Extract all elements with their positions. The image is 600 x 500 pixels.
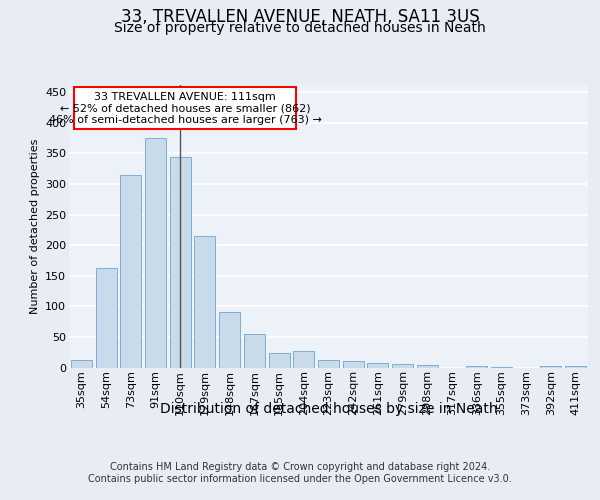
Bar xyxy=(145,138,166,368)
Bar xyxy=(71,360,92,368)
Bar xyxy=(541,366,562,368)
Bar xyxy=(318,360,339,368)
Text: Contains HM Land Registry data © Crown copyright and database right 2024.
Contai: Contains HM Land Registry data © Crown c… xyxy=(88,462,512,484)
Bar xyxy=(367,362,388,368)
Text: Size of property relative to detached houses in Neath: Size of property relative to detached ho… xyxy=(114,21,486,35)
Bar xyxy=(293,351,314,368)
Bar xyxy=(95,268,116,368)
Bar xyxy=(194,236,215,368)
Bar xyxy=(244,334,265,368)
Bar xyxy=(417,365,438,368)
Text: Distribution of detached houses by size in Neath: Distribution of detached houses by size … xyxy=(160,402,497,416)
Bar xyxy=(170,156,191,368)
Bar xyxy=(565,366,586,368)
Bar xyxy=(269,354,290,368)
FancyBboxPatch shape xyxy=(74,88,296,129)
Text: 33 TREVALLEN AVENUE: 111sqm
← 52% of detached houses are smaller (862)
46% of se: 33 TREVALLEN AVENUE: 111sqm ← 52% of det… xyxy=(49,92,322,125)
Bar xyxy=(343,362,364,368)
Bar xyxy=(491,367,512,368)
Bar xyxy=(120,175,141,368)
Text: 33, TREVALLEN AVENUE, NEATH, SA11 3US: 33, TREVALLEN AVENUE, NEATH, SA11 3US xyxy=(121,8,479,26)
Bar xyxy=(392,364,413,368)
Bar xyxy=(466,366,487,368)
Bar xyxy=(219,312,240,368)
Y-axis label: Number of detached properties: Number of detached properties xyxy=(29,138,40,314)
